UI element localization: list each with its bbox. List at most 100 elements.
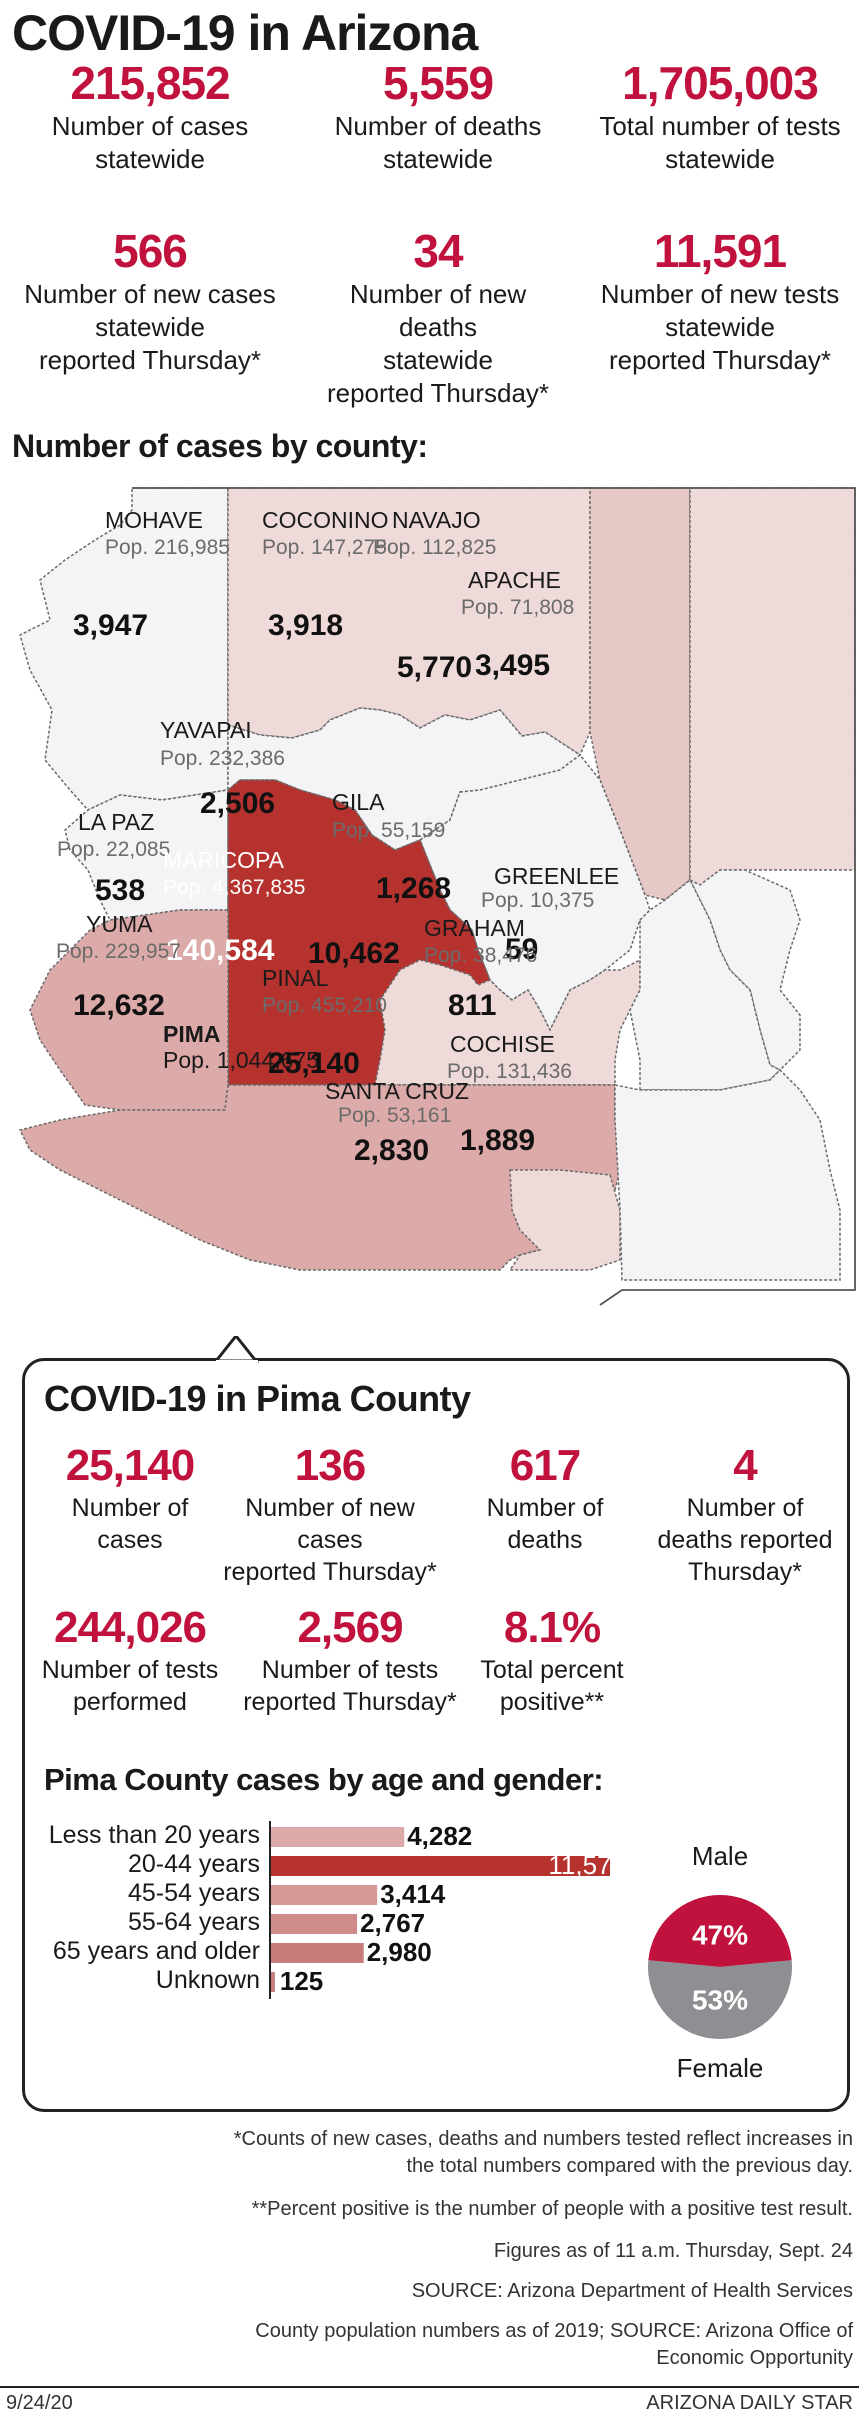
- pima-stat-value: 25,140: [65, 1441, 196, 1490]
- bar: [271, 1885, 378, 1905]
- county-pima: [18, 1084, 621, 1271]
- footnote-line: *Counts of new cases, deaths and numbers…: [233, 2128, 853, 2150]
- pima-stat-value: 4: [733, 1441, 757, 1490]
- bar: [271, 1856, 610, 1876]
- county-greenlee: [688, 869, 801, 1071]
- footer-brand: ARIZONA DAILY STAR: [646, 2392, 853, 2414]
- stat-label: statewide: [665, 144, 775, 174]
- county-cases: 811: [448, 989, 496, 1022]
- county-graham: [629, 878, 782, 1091]
- county-pop: Pop. 131,436: [447, 1060, 572, 1083]
- footnote-line: Figures as of 11 a.m. Thursday, Sept. 24: [493, 2240, 853, 2262]
- bar-category-label: 45-54 years: [128, 1879, 260, 1907]
- county-name: GREENLEE: [494, 863, 619, 889]
- stat-value: 5,559: [382, 57, 494, 109]
- footer-date: 9/24/20: [6, 2392, 73, 2414]
- stat-cases: 215,852 Number of cases statewide: [20, 56, 280, 176]
- footnote-line: **Percent positive is the number of peop…: [251, 2198, 853, 2220]
- stat-label: Number of new deaths: [349, 279, 527, 342]
- footnote-population-source: County population numbers as of 2019; SO…: [255, 2318, 853, 2372]
- pima-stat-label: positive**: [499, 1688, 605, 1716]
- footnote-double-asterisk: **Percent positive is the number of peop…: [252, 2196, 853, 2223]
- stat-deaths: 5,559 Number of deaths statewide: [308, 56, 568, 176]
- pima-stat: 8.1% Total percent positive**: [462, 1602, 642, 1718]
- bar-category-label: 20-44 years: [128, 1850, 260, 1878]
- stat-value: 215,852: [70, 57, 230, 109]
- bar: [271, 1943, 364, 1963]
- bar-category-label: Less than 20 years: [49, 1821, 260, 1849]
- pima-stat-label: Number of: [71, 1494, 189, 1522]
- pima-stat: 244,026 Number of tests performed: [20, 1602, 240, 1718]
- pima-stat-label: reported Thursday*: [243, 1688, 457, 1716]
- stat-label: statewide: [383, 345, 493, 375]
- stat-label: reported Thursday*: [38, 345, 262, 375]
- stat-label: reported Thursday*: [326, 378, 550, 408]
- footer-divider: [0, 2386, 859, 2388]
- county-pop: Pop. 232,386: [160, 747, 285, 770]
- county-name: COCHISE: [450, 1031, 555, 1057]
- county-name: LA PAZ: [78, 809, 154, 835]
- county-cases: 3,947: [73, 609, 148, 642]
- county-pop: Pop. 455,210: [262, 994, 387, 1017]
- footnote-asterisk: *Counts of new cases, deaths and numbers…: [234, 2126, 853, 2180]
- county-cases: 538: [95, 874, 145, 907]
- stat-label: Number of deaths: [334, 111, 542, 141]
- county-pop: Pop. 1,044,675: [163, 1047, 319, 1073]
- bar-value-label: 11,572: [548, 1850, 610, 1880]
- stat-value: 11,591: [653, 225, 787, 277]
- pima-stat-label: deaths: [507, 1526, 583, 1554]
- county-name: MARICOPA: [163, 847, 285, 873]
- county-name: APACHE: [468, 567, 561, 593]
- county-cases: 3,918: [268, 609, 343, 642]
- county-pop: Pop. 71,808: [461, 596, 574, 619]
- county-pop: Pop. 10,375: [481, 889, 594, 912]
- callout-pointer: [216, 1336, 260, 1364]
- pima-stat-value: 136: [294, 1441, 366, 1490]
- county-cases: 2,506: [200, 787, 275, 820]
- county-name: MOHAVE: [105, 507, 203, 533]
- stat-label: statewide: [665, 312, 775, 342]
- pima-stat-label: performed: [73, 1688, 187, 1716]
- county-apache: [689, 487, 856, 886]
- pie-legend-male: Male: [692, 1841, 748, 1871]
- pima-stat-label: Number of tests: [41, 1656, 219, 1684]
- stat-label: Total number of tests: [599, 111, 841, 141]
- county-name: COCONINO: [262, 507, 389, 533]
- pima-stat: 4 Number of deaths reported Thursday*: [640, 1440, 850, 1588]
- bar-value-label: 125: [280, 1966, 323, 1996]
- county-name: YAVAPAI: [160, 717, 252, 743]
- pima-stat: 2,569 Number of tests reported Thursday*: [240, 1602, 460, 1718]
- stat-new-cases: 566 Number of new cases statewide report…: [20, 224, 280, 377]
- county-cases: 10,462: [308, 937, 400, 970]
- footnote-timestamp: Figures as of 11 a.m. Thursday, Sept. 24: [494, 2238, 853, 2265]
- county-pinal: [374, 958, 641, 1086]
- county-cases: 25,140: [268, 1047, 360, 1080]
- bar: [271, 1914, 358, 1934]
- county-name: SANTA CRUZ: [325, 1078, 469, 1104]
- pie-value-label: 47%: [692, 1920, 748, 1951]
- county-name: PINAL: [262, 965, 329, 991]
- stat-label: statewide: [383, 144, 493, 174]
- bar: [271, 1972, 275, 1992]
- bar: [271, 1827, 405, 1847]
- page-title: COVID-19 in Arizona: [12, 5, 478, 61]
- bar-value-label: 4,282: [407, 1821, 472, 1851]
- county-map: MOHAVE Pop. 216,985 3,947 COCONINO Pop. …: [18, 487, 856, 1306]
- county-pop: Pop. 147,275: [262, 536, 387, 559]
- county-pop: Pop. 229,957: [56, 940, 181, 963]
- pima-stat-value: 2,569: [297, 1603, 403, 1652]
- footnote-line: County population numbers as of 2019; SO…: [255, 2320, 853, 2342]
- stat-new-deaths: 34 Number of new deaths statewide report…: [308, 224, 568, 410]
- county-cases: 12,632: [73, 989, 165, 1022]
- pima-stat-value: 8.1%: [503, 1603, 601, 1652]
- pima-stat-label: Number of: [486, 1494, 604, 1522]
- pima-stat-label: Thursday*: [688, 1558, 802, 1586]
- pima-stat-label: reported Thursday*: [223, 1558, 437, 1586]
- pima-stat-label: Number of tests: [261, 1656, 439, 1684]
- county-name: GILA: [332, 789, 385, 815]
- bar-value-label: 3,414: [380, 1879, 446, 1909]
- pie-slice: [648, 1960, 792, 2039]
- bar-value-label: 2,980: [367, 1937, 432, 1967]
- county-pop: Pop. 22,085: [57, 838, 170, 861]
- county-pop: Pop. 4,367,835: [163, 876, 305, 899]
